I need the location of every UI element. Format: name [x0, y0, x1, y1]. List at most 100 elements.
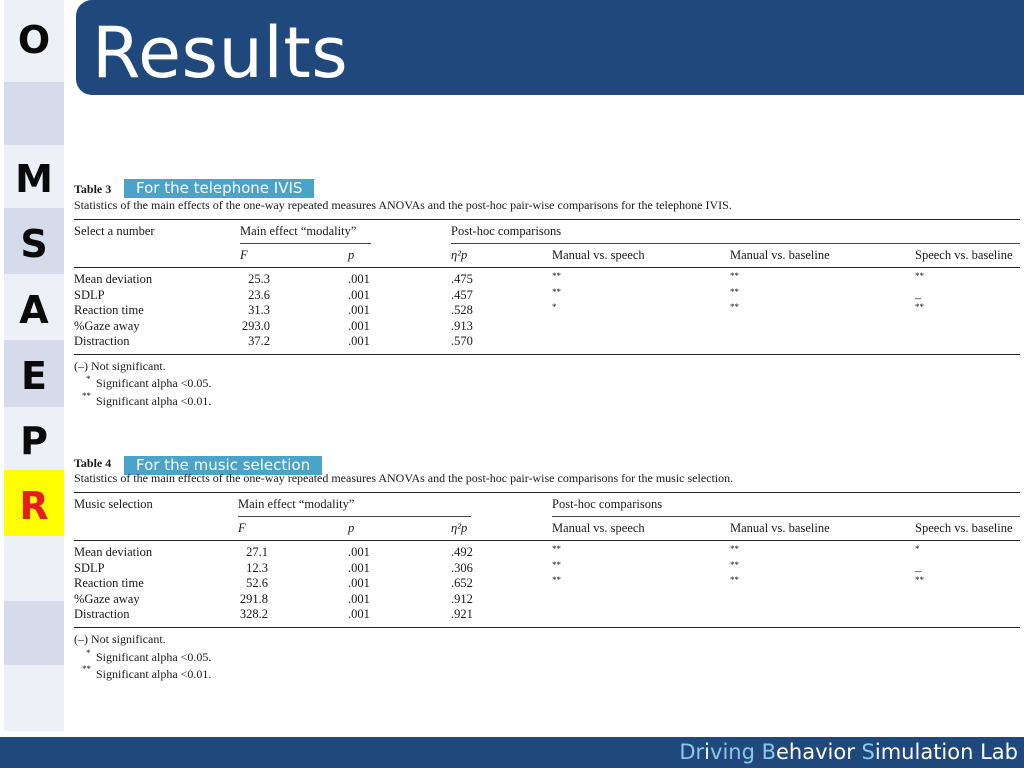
table-top-rule: [74, 492, 1020, 493]
note-mark: *: [86, 648, 91, 658]
cell-eta: .528: [451, 303, 473, 317]
cell-mvb: **: [730, 559, 739, 570]
note-mark: **: [82, 391, 91, 401]
header-task: Music selection: [74, 497, 153, 511]
cell-F: 12.3: [246, 560, 268, 575]
cell-F: 293.0: [241, 318, 270, 333]
header-eta: η²p: [451, 521, 468, 535]
cell-p: .001: [348, 545, 370, 559]
table-note: Significant alpha <0.01.: [96, 394, 212, 408]
cell-name: SDLP: [74, 287, 105, 302]
nav-letter-s: S: [20, 222, 48, 266]
footer-lab-name: Driving Behavior Simulation Lab: [679, 738, 1018, 766]
cell-F: 37.2: [248, 334, 270, 348]
cell-svb: **: [915, 302, 924, 312]
cell-mvs: **: [552, 559, 561, 570]
cell-name: %Gaze away: [74, 318, 140, 333]
nav-cell-s[interactable]: S: [4, 208, 64, 274]
nav-cell-p[interactable]: P: [4, 407, 64, 470]
footer-text-part: ehavior: [776, 740, 862, 764]
header-bottom-rule: [74, 540, 1020, 541]
nav-cell-o[interactable]: O: [4, 0, 64, 82]
cell-mvs: **: [552, 286, 561, 297]
header-bottom-rule: [74, 267, 1020, 268]
table-note: Significant alpha <0.01.: [96, 667, 212, 681]
nav-cell-m[interactable]: M: [4, 145, 64, 208]
footer-text-part: B: [761, 740, 777, 764]
cell-p: .001: [348, 303, 370, 317]
nav-cell-blank: [4, 536, 64, 601]
header-task: Select a number: [74, 224, 155, 238]
nav-letter-r: R: [19, 484, 49, 528]
table-top-rule: [74, 219, 1020, 220]
cell-mvs: *: [552, 302, 557, 312]
header-eta: η²p: [451, 248, 468, 262]
cell-F: 31.3: [248, 303, 270, 317]
main-effect-rule: [238, 516, 471, 517]
nav-cell-blank: [4, 601, 64, 665]
cell-eta: .570: [451, 334, 473, 348]
cell-svb: –: [915, 290, 922, 305]
table-bottom-rule: [74, 627, 1020, 628]
nav-cell-r-active[interactable]: R: [4, 470, 64, 536]
posthoc-rule: [451, 243, 1020, 244]
cell-mvb: **: [730, 286, 739, 297]
cell-mvb: **: [730, 575, 739, 585]
note-mark: **: [82, 664, 91, 674]
cell-p: .001: [348, 576, 370, 590]
cell-eta: .912: [451, 591, 473, 606]
nav-cell-blank: [4, 665, 64, 731]
cell-name: SDLP: [74, 560, 105, 575]
table-label: Table 3: [74, 182, 112, 196]
cell-eta: .306: [451, 560, 473, 575]
table-note: Significant alpha <0.05.: [96, 650, 212, 664]
header-main-effect: Main effect “modality”: [240, 224, 357, 238]
footer-text-part: ving: [710, 740, 762, 764]
nav-letter-m: M: [15, 157, 53, 201]
cell-mvs: **: [552, 544, 561, 554]
table-bottom-rule: [74, 354, 1020, 355]
cell-eta: .921: [451, 607, 473, 621]
header-manual-vs-speech: Manual vs. speech: [552, 248, 645, 262]
cell-name: Reaction time: [74, 303, 144, 317]
header-main-effect: Main effect “modality”: [238, 497, 355, 511]
cell-p: .001: [348, 591, 370, 606]
header-F: F: [240, 248, 248, 262]
header-manual-vs-speech: Manual vs. speech: [552, 521, 645, 535]
cell-F: 291.8: [239, 591, 268, 606]
cell-p: .001: [348, 272, 370, 286]
nav-letter-a: A: [19, 288, 49, 332]
cell-eta: .652: [451, 576, 473, 590]
main-effect-rule: [240, 243, 371, 244]
table-tag: For the music selection: [124, 456, 323, 475]
cell-name: Reaction time: [74, 576, 144, 590]
cell-p: .001: [348, 287, 370, 302]
cell-name: Distraction: [74, 334, 130, 348]
nav-cell-e[interactable]: E: [4, 340, 64, 407]
table-caption: Statistics of the main effects of the on…: [74, 471, 734, 485]
nav-cell-blank: [4, 82, 64, 145]
cell-F: 25.3: [248, 272, 270, 286]
cell-svb: –: [915, 563, 922, 578]
cell-p: .001: [348, 607, 370, 621]
table-caption: Statistics of the main effects of the on…: [74, 198, 732, 212]
cell-F: 23.6: [248, 287, 270, 302]
table-note: Significant alpha <0.05.: [96, 376, 212, 390]
note-mark: *: [86, 374, 91, 384]
header-manual-vs-baseline: Manual vs. baseline: [730, 248, 830, 262]
header-speech-vs-baseline: Speech vs. baseline: [915, 521, 1013, 535]
page-title: Results: [92, 12, 349, 94]
cell-mvb: **: [730, 544, 739, 554]
cell-F: 52.6: [246, 576, 268, 590]
footer-text-part: i: [704, 740, 711, 764]
cell-p: .001: [348, 334, 370, 348]
posthoc-rule: [552, 516, 1020, 517]
cell-F: 328.2: [239, 607, 268, 621]
cell-name: Distraction: [74, 607, 130, 621]
header-p: p: [348, 521, 355, 535]
cell-p: .001: [348, 560, 370, 575]
nav-cell-a[interactable]: A: [4, 274, 64, 340]
cell-name: Mean deviation: [74, 272, 153, 286]
header-speech-vs-baseline: Speech vs. baseline: [915, 248, 1013, 262]
cell-svb: **: [915, 271, 924, 281]
